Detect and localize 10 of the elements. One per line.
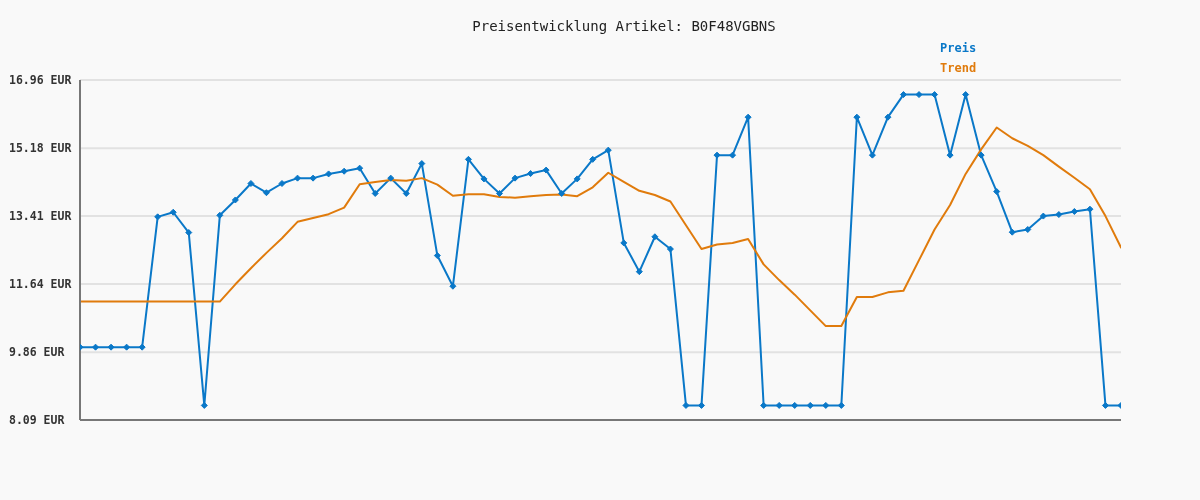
y-tick-label: 8.09 EUR [9,413,65,428]
line-series [80,126,1121,328]
y-tick-label: 15.18 EUR [9,141,72,156]
y-tick-label: 11.64 EUR [9,276,72,291]
chart-title: Preisentwicklung Artikel: B0F48VGBNS [471,18,777,34]
y-tick-label: 9.86 EUR [9,345,65,360]
text: Trend [940,60,977,77]
text: Preis [940,40,977,57]
y-tick-label: 16.96 EUR [9,73,72,88]
y-tick-label: 13.41 EUR [9,209,72,224]
